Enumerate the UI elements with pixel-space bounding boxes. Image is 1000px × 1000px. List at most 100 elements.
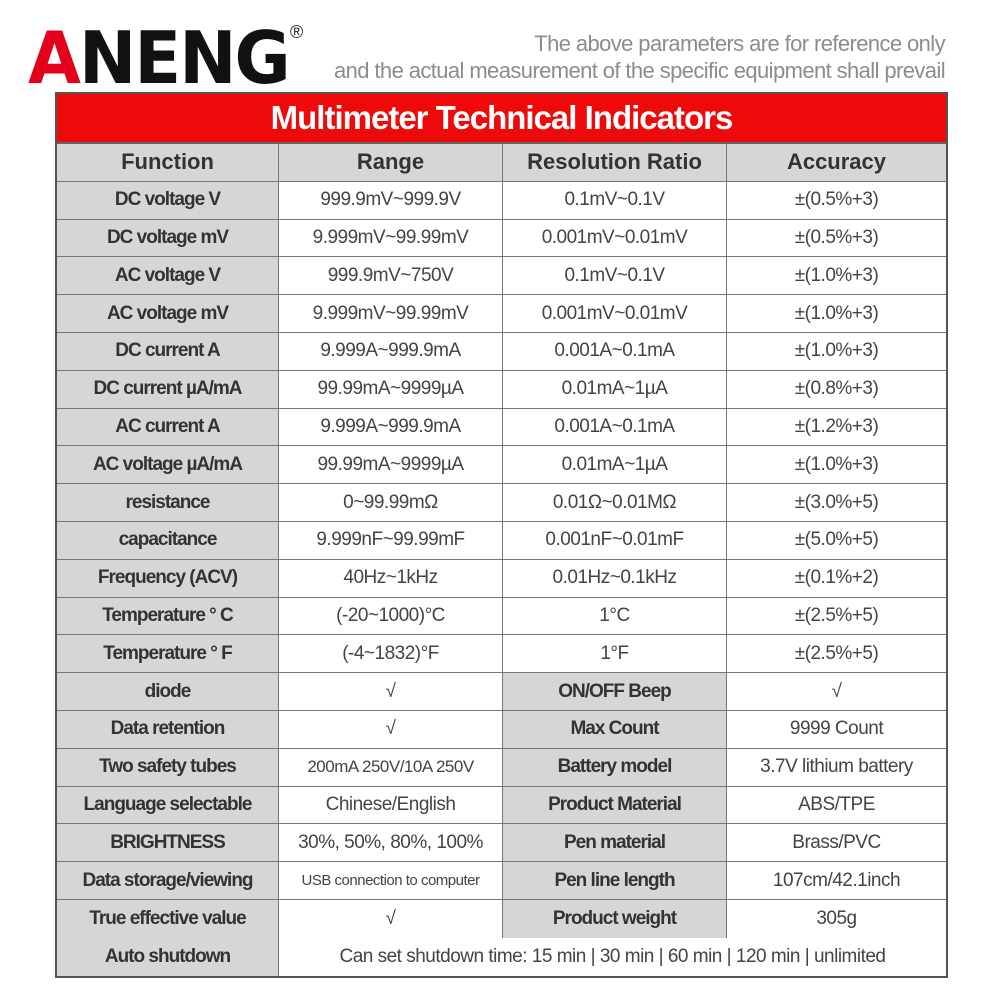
row-value: ±(1.0%+3): [794, 340, 879, 362]
row-value: Chinese/English: [279, 786, 503, 824]
row-label: diode: [57, 673, 279, 710]
row-label: Battery model: [503, 748, 727, 786]
feature-row: Two safety tubes 200mA 250V/10A 250V Batte…: [57, 748, 946, 787]
spec-row: AC voltage mV 9.999mV~99.99mV 0.001mV~0.01…: [57, 295, 946, 333]
row-value: √: [279, 673, 503, 710]
row-value: 99.99mA~9999µA: [279, 446, 503, 484]
auto-shutdown-label: Auto shutdown: [57, 937, 279, 976]
header-function: Function: [57, 144, 279, 181]
spec-row: AC voltage V 999.9mV~750V 0.1mV~0.1V ±(1.0%…: [57, 257, 946, 296]
row-label: capacitance: [57, 521, 279, 559]
row-value: Brass/PVC: [792, 831, 881, 853]
row-value: ±(1.2%+3): [794, 415, 879, 437]
aneng-logo: ANENG: [28, 16, 291, 100]
row-label: Two safety tubes: [57, 748, 279, 786]
row-value: 9.999A~999.9mA: [279, 332, 503, 370]
row-value: ±(5.0%+5): [794, 529, 879, 551]
spec-row: resistance 0~99.99mΩ 0.01Ω~0.01MΩ ±(3.0%+5): [57, 484, 946, 522]
header-range: Range: [279, 144, 503, 181]
spec-row: DC voltage mV 9.999mV~99.99mV 0.001mV~0.01…: [57, 219, 946, 258]
row-value: 9.999nF~99.99mF: [279, 521, 503, 559]
row-value: 0.1mV~0.1V: [503, 181, 727, 219]
row-value: 9999 Count: [789, 718, 884, 740]
feature-row: diode √ ON/OFF Beep √: [57, 673, 946, 711]
row-value: 0.001nF~0.01mF: [503, 521, 727, 559]
row-value: √: [279, 710, 503, 748]
row-value: ±(2.5%+5): [794, 642, 879, 664]
feature-row: True effective value √ Product weight 305g: [57, 899, 946, 938]
feature-row: Language selectable Chinese/English Produc…: [57, 786, 946, 825]
row-value: 0.001mV~0.01mV: [503, 295, 727, 332]
row-value: 1°F: [503, 635, 727, 673]
feature-row: BRIGHTNESS 30%, 50%, 80%, 100% Pen materia…: [57, 824, 946, 863]
row-label: AC voltage µA/mA: [57, 446, 279, 484]
row-label: Data retention: [57, 710, 279, 748]
row-value: 0.01mA~1µA: [503, 370, 727, 408]
row-value: ±(0.8%+3): [794, 378, 879, 400]
table-title: Multimeter Technical Indicators: [57, 94, 946, 144]
row-value: 0.001A~0.1mA: [503, 332, 727, 370]
row-value: 999.9mV~750V: [279, 257, 503, 295]
row-value: 1°C: [503, 597, 727, 635]
row-value: 9.999A~999.9mA: [279, 408, 503, 446]
row-label: Temperature ° C: [57, 597, 279, 635]
row-label: AC voltage V: [57, 257, 279, 295]
row-value: 999.9mV~999.9V: [279, 181, 503, 219]
header-accuracy: Accuracy: [727, 144, 946, 181]
row-value: 0.01mA~1µA: [503, 446, 727, 484]
row-value: ±(1.0%+3): [794, 453, 879, 475]
row-label: Frequency (ACV): [57, 559, 279, 597]
spec-row: AC current A 9.999A~999.9mA 0.001A~0.1mA ±(…: [57, 408, 946, 447]
header-resolution: Resolution Ratio: [503, 144, 727, 181]
row-value: 99.99mA~9999µA: [279, 370, 503, 408]
disclaimer-notice: The above parameters are for reference o…: [334, 30, 946, 84]
row-label: Temperature ° F: [57, 635, 279, 673]
row-label: DC voltage V: [57, 181, 279, 219]
spec-row: Frequency (ACV) 40Hz~1kHz 0.01Hz~0.1kHz ±(0…: [57, 559, 946, 598]
spec-row: capacitance 9.999nF~99.99mF 0.001nF~0.01mF…: [57, 521, 946, 560]
row-label: BRIGHTNESS: [57, 824, 279, 862]
row-value: 9.999mV~99.99mV: [279, 219, 503, 257]
row-label: Max Count: [503, 710, 727, 748]
row-value: 40Hz~1kHz: [279, 559, 503, 597]
feature-row: Data retention √ Max Count 9999 Count: [57, 710, 946, 749]
row-value: 0.01Ω~0.01MΩ: [503, 484, 727, 521]
row-value: ±(0.5%+3): [794, 189, 879, 211]
row-label: AC voltage mV: [57, 295, 279, 332]
spec-row: DC current A 9.999A~999.9mA 0.001A~0.1mA ±(…: [57, 332, 946, 371]
spec-row: AC voltage µA/mA 99.99mA~9999µA 0.01mA~1µA…: [57, 446, 946, 485]
row-label: Language selectable: [57, 786, 279, 824]
spec-table: Multimeter Technical Indicators Function…: [55, 92, 948, 978]
auto-shutdown-value: Can set shutdown time: 15 min | 30 min |…: [339, 945, 886, 967]
row-label: Pen line length: [503, 862, 727, 899]
row-label: AC current A: [57, 408, 279, 446]
row-value: 30%, 50%, 80%, 100%: [279, 824, 503, 862]
row-value: ±(2.5%+5): [794, 604, 879, 626]
row-value: ±(0.1%+2): [794, 567, 879, 589]
row-label: Data storage/viewing: [57, 862, 279, 899]
row-value: USB connection to computer: [279, 862, 503, 899]
spec-row: DC voltage V 999.9mV~999.9V 0.1mV~0.1V ±(0.…: [57, 181, 946, 220]
row-value: ±(3.0%+5): [794, 491, 879, 513]
spec-row: DC current µA/mA 99.99mA~9999µA 0.01mA~1µA…: [57, 370, 946, 409]
row-label: DC current µA/mA: [57, 370, 279, 408]
row-label: Pen material: [503, 824, 727, 862]
auto-shutdown-row: Auto shutdown Can set shutdown time: 15 …: [57, 937, 946, 976]
row-value: ±(1.0%+3): [794, 302, 879, 324]
row-value: √: [279, 899, 503, 938]
row-value: (-4~1832)°F: [279, 635, 503, 673]
row-value: ±(1.0%+3): [794, 264, 879, 286]
spec-row: Temperature ° F (-4~1832)°F 1°F ±(2.5%+5): [57, 635, 946, 674]
row-value: 3.7V lithium battery: [760, 756, 913, 778]
registered-mark: ®: [290, 22, 304, 42]
row-value: √: [831, 680, 842, 702]
row-value: ±(0.5%+3): [794, 226, 879, 248]
row-value: ABS/TPE: [798, 793, 875, 815]
row-value: 0.1mV~0.1V: [503, 257, 727, 295]
notice-line-1: The above parameters are for reference o…: [534, 31, 945, 56]
row-value: (-20~1000)°C: [279, 597, 503, 635]
notice-line-2: and the actual measurement of the specif…: [334, 58, 946, 83]
feature-row: Data storage/viewing USB connection to co…: [57, 862, 946, 900]
row-label: Product weight: [503, 899, 727, 938]
row-value: 0.01Hz~0.1kHz: [503, 559, 727, 597]
